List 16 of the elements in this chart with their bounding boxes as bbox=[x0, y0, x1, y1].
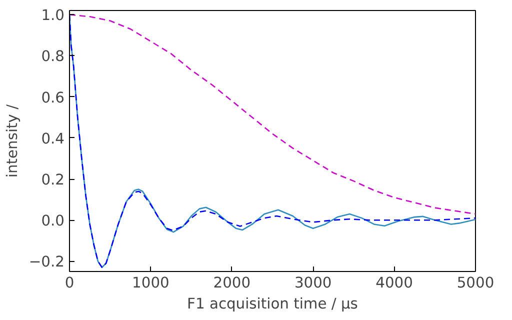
y-tick-label: 0.2 bbox=[41, 172, 65, 189]
line-series bbox=[70, 14, 476, 215]
x-tick-label: 1000 bbox=[132, 274, 170, 292]
x-tick-label: 2000 bbox=[213, 274, 251, 292]
y-tick-label: 0.8 bbox=[41, 48, 65, 66]
y-tick-label: 0.4 bbox=[41, 130, 65, 148]
x-axis-title: F1 acquisition time / µs bbox=[187, 296, 358, 312]
x-tick-label: 0 bbox=[64, 274, 74, 292]
y-axis-title: intensity / bbox=[4, 104, 21, 178]
y-tick-label: 1.0 bbox=[41, 7, 65, 24]
y-tick-label: 0.0 bbox=[41, 212, 65, 230]
y-tick-label: −0.2 bbox=[28, 254, 65, 271]
x-tick-label: 4000 bbox=[376, 274, 413, 292]
x-tick-label: 3000 bbox=[294, 274, 332, 292]
y-tick-label: 0.6 bbox=[41, 89, 65, 106]
x-tick-label: 5000 bbox=[456, 274, 494, 292]
